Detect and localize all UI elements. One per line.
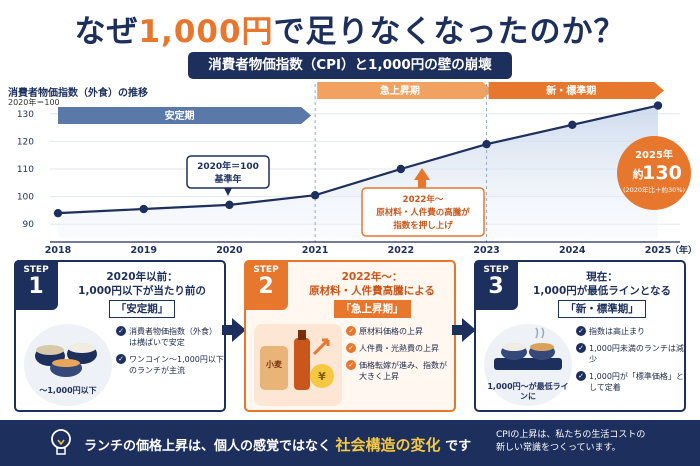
x-tick-label: 2024: [559, 245, 586, 256]
step-3-card: STEP 3 現在： 1,000円が最低ラインとなる 「新・標準期」 1,000…: [474, 260, 686, 412]
x-tick-label: 2025: [645, 245, 671, 256]
x-tick-label: 2019: [130, 245, 156, 256]
lunch-bowls-illustration: 〜1,000円以下: [24, 324, 112, 406]
y-tick-label: 90: [23, 220, 35, 230]
x-tick-label: 2022: [388, 245, 414, 256]
step-2-tag: 「急上昇期」: [333, 300, 411, 318]
list-item: ✓ 消費者物価指数（外食）は横ばいで安定: [116, 326, 224, 348]
phase-label: 新・標準期: [546, 84, 596, 97]
chart-unit-note: 2020年＝100: [8, 98, 60, 107]
phase-band: [488, 82, 664, 99]
badge-approx: 約: [633, 167, 644, 181]
cpi-line-chart: 安定期 急上昇期 新・標準期 2018 2019 2020 2021 2022 2023 202…: [17, 82, 697, 256]
rise-line1: 2022年〜: [403, 194, 444, 205]
step-1-badge: STEP 1: [14, 260, 58, 310]
step-2-heading: 2022年〜： 原材料・人件費高騰による 「急上昇期」: [292, 270, 452, 318]
badge-year: 2025年: [635, 148, 673, 161]
step-2-card: STEP 2 2022年〜： 原材料・人件費高騰による 「急上昇期」 ¥ 小麦 …: [244, 260, 456, 412]
title-highlight: 1,000円: [138, 14, 274, 50]
data-point: [225, 200, 234, 210]
step-3-tag: 「新・標準期」: [558, 300, 646, 318]
x-unit-label: （年）: [670, 244, 697, 256]
lightbulb-icon: [51, 429, 71, 455]
phase-label: 安定期: [165, 109, 195, 122]
base-year-line2: 基準年: [213, 173, 241, 185]
y-tick-label: 130: [17, 110, 34, 120]
step-2-badge: STEP 2: [244, 260, 288, 310]
chart-title: 消費者物価指数（外食）の推移: [8, 88, 148, 99]
step-1-card: STEP 1 2020年以前： 1,000円以下が当たり前の 「安定期」 〜1,…: [14, 260, 226, 412]
rise-line2: 原材料・人件費の高騰が: [376, 207, 470, 218]
series-line: [57, 104, 659, 215]
base-year-line1: 2020年＝100: [197, 160, 259, 172]
check-icon: ✓: [576, 326, 586, 336]
check-icon: ✓: [576, 343, 586, 353]
step-1-tag: 「安定期」: [108, 300, 176, 318]
x-tick-label: 2023: [473, 245, 499, 256]
subtitle-banner: 消費者物価指数（CPI）と1,000円の壁の崩壊: [188, 52, 512, 79]
data-point: [53, 208, 63, 218]
arrow-right-icon: [222, 318, 246, 342]
list-item: ✓ 1,000円未満のランチは減少: [576, 343, 684, 365]
x-tick-label: 2018: [45, 245, 72, 256]
footer-highlight: 社会構造の変化: [335, 436, 441, 454]
footer-bar: ランチの価格上昇は、個人の感覚ではなく 社会構造の変化 です CPIの上昇は、私…: [0, 420, 700, 466]
svg-text:¥: ¥: [318, 370, 326, 383]
phase-band: [58, 107, 312, 124]
x-tick-label: 2020: [216, 245, 243, 256]
list-item: ✓ 価格転嫁が進み、指数が大きく上昇: [346, 360, 454, 382]
check-icon: ✓: [346, 343, 356, 353]
x-tick-label: 2021: [302, 245, 328, 256]
base-year-callout: 2020年＝100 基準年: [186, 155, 270, 196]
y-tick-label: 120: [17, 137, 34, 147]
list-item: ✓ 人件費・光熱費の上昇: [346, 343, 454, 354]
rise-line3: 指数を押し上げ: [393, 220, 453, 231]
data-point: [396, 164, 406, 174]
page-title: なぜ1,000円で足りなくなったのか？: [74, 14, 626, 50]
footer-message: ランチの価格上昇は、個人の感覚ではなく 社会構造の変化 です: [84, 436, 472, 454]
y-tick-label: 110: [17, 165, 34, 175]
check-icon: ✓: [116, 326, 126, 336]
step-3-caption: 1,000円〜が最低ラインに: [487, 382, 569, 401]
check-icon: ✓: [116, 354, 126, 364]
check-icon: ✓: [576, 371, 586, 381]
phase-label: 急上昇期: [380, 84, 420, 97]
list-item: ✓ ワンコイン〜1,000円以下のランチが主流: [116, 354, 224, 376]
rise-callout: 2022年〜 原材料・人件費の高騰が 指数を押し上げ: [361, 168, 485, 237]
list-item: ✓ 1,000円が「標準価格」として定着: [576, 371, 684, 393]
data-point: [568, 120, 577, 130]
tray-meal-illustration: 1,000円〜が最低ラインに: [484, 324, 572, 406]
step-1-caption: 〜1,000円以下: [39, 386, 97, 395]
badge-2025: 2025年 約 130 (2020年比＋約30%): [617, 136, 691, 210]
step-2-caption: 小麦: [266, 360, 282, 369]
data-point: [139, 204, 148, 214]
step-3-list: ✓ 指数は高止まり ✓ 1,000円未満のランチは減少 ✓ 1,000円が「標準価格」…: [576, 326, 684, 399]
y-tick-label: 100: [17, 193, 34, 203]
list-item: ✓ 原材料価格の上昇: [346, 326, 454, 337]
area-fill: [58, 105, 658, 238]
list-item: ✓ 指数は高止まり: [576, 326, 684, 337]
cost-items-illustration: ¥ 小麦: [254, 324, 342, 406]
arrow-right-icon: [452, 318, 476, 342]
step-1-heading: 2020年以前： 1,000円以下が当たり前の 「安定期」: [62, 270, 222, 318]
data-point: [310, 191, 320, 200]
footer-side-note: CPIの上昇は、私たちの生活コストの 新しい常識をつくっています。: [496, 430, 646, 453]
badge-note: (2020年比＋約30%): [623, 185, 685, 194]
data-point: [482, 139, 491, 149]
step-3-heading: 現在： 1,000円が最低ラインとなる 「新・標準期」: [522, 270, 682, 318]
step-3-badge: STEP 3: [474, 260, 518, 310]
step-1-list: ✓ 消費者物価指数（外食）は横ばいで安定 ✓ ワンコイン〜1,000円以下のランチが…: [116, 326, 224, 382]
phase-band: [317, 82, 493, 99]
badge-value: 130: [642, 162, 682, 184]
step-2-list: ✓ 原材料価格の上昇 ✓ 人件費・光熱費の上昇 ✓ 価格転嫁が進み、指数が大きく上昇: [346, 326, 454, 388]
check-icon: ✓: [346, 360, 356, 370]
data-point: [653, 101, 663, 110]
check-icon: ✓: [346, 326, 356, 336]
